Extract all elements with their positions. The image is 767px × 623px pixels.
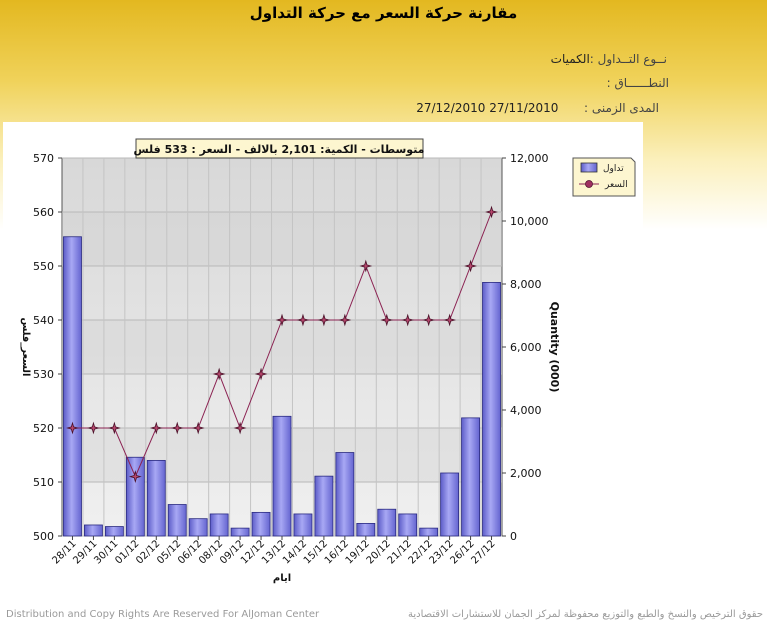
average-banner-text: متوسطات - الكمية: 2,101 بالالف - السعر :… xyxy=(134,143,425,156)
price-marker xyxy=(233,421,247,435)
trade-type-label: نــوع التــداول : xyxy=(589,52,667,66)
price-marker xyxy=(128,470,142,484)
volume-bar xyxy=(377,508,397,537)
volume-bar xyxy=(209,513,229,537)
volume-bar xyxy=(104,526,124,537)
grid-band xyxy=(62,320,502,374)
volume-bar xyxy=(314,475,334,537)
volume-bar xyxy=(440,472,460,537)
volume-bar xyxy=(272,415,292,537)
volume-bar xyxy=(356,522,376,537)
left-tick-label: 560 xyxy=(33,206,54,219)
range-row: النطــــــاق : xyxy=(607,76,669,90)
y-axis-left-label: السعر_فلس xyxy=(20,318,31,377)
left-tick-label: 530 xyxy=(33,368,54,381)
volume-bar xyxy=(482,282,501,537)
right-tick-label: 10,000 xyxy=(510,215,549,228)
price-marker xyxy=(149,421,163,435)
right-tick-label: 8,000 xyxy=(510,278,542,291)
volume-bar xyxy=(398,513,418,537)
price-marker xyxy=(87,421,100,435)
period-to: 27/12/2010 xyxy=(416,101,486,115)
right-tick-label: 2,000 xyxy=(510,467,542,480)
legend-bar-label: تداول xyxy=(603,164,624,174)
price-marker xyxy=(66,421,79,435)
volume-bar xyxy=(167,504,187,537)
period-label: المدى الزمنى : xyxy=(584,101,659,115)
left-tick-label: 500 xyxy=(33,530,54,543)
volume-bars xyxy=(63,236,501,537)
grid-layer xyxy=(62,157,502,537)
price-marker xyxy=(422,313,436,327)
legend: تداول السعر xyxy=(572,157,636,197)
legend-line-marker xyxy=(585,180,593,188)
average-banner: متوسطات - الكمية: 2,101 بالالف - السعر :… xyxy=(134,138,425,159)
right-tick-label: 6,000 xyxy=(510,341,542,354)
volume-bar xyxy=(125,456,145,537)
right-tick-label: 4,000 xyxy=(510,404,542,417)
price-marker xyxy=(191,421,205,435)
grid-band xyxy=(62,212,502,266)
price-line xyxy=(66,205,498,484)
volume-bar xyxy=(188,518,208,537)
period-row: المدى الزمنى : 27/11/2010 27/12/2010 xyxy=(416,101,659,115)
right-tick-label: 0 xyxy=(510,530,517,543)
price-marker xyxy=(296,313,310,327)
left-tick-label: 520 xyxy=(33,422,54,435)
price-marker xyxy=(254,367,268,381)
volume-bar xyxy=(146,459,166,537)
volume-bar xyxy=(63,236,82,537)
left-tick-label: 540 xyxy=(33,314,54,327)
legend-line-label: السعر xyxy=(604,180,628,190)
right-tick-label: 12,000 xyxy=(510,152,549,165)
price-marker xyxy=(380,313,394,327)
chart-panel: 500 510 520 530 540 550 560 570 0 2,000 4,000 6,000… xyxy=(3,122,643,600)
price-marker xyxy=(212,367,226,381)
left-tick-label: 510 xyxy=(33,476,54,489)
price-marker xyxy=(485,205,498,219)
price-marker xyxy=(464,259,477,273)
legend-bar-swatch xyxy=(580,162,598,173)
price-marker xyxy=(170,421,184,435)
volume-bar xyxy=(251,511,271,537)
price-volume-chart: 500 510 520 530 540 550 560 570 0 2,000 4,000 6,000… xyxy=(20,138,636,584)
x-axis-label: ايام xyxy=(273,573,291,584)
volume-bar xyxy=(230,527,250,537)
price-marker xyxy=(401,313,415,327)
volume-bar xyxy=(419,527,439,537)
left-tick-label: 570 xyxy=(33,152,54,165)
volume-bar xyxy=(84,524,103,537)
x-tick-label: 27/12 xyxy=(469,538,497,566)
price-marker xyxy=(338,313,352,327)
left-tick-label: 550 xyxy=(33,260,54,273)
volume-bar xyxy=(293,513,313,537)
footer-copyright-en: Distribution and Copy Rights Are Reserve… xyxy=(6,609,320,620)
volume-bar xyxy=(335,452,355,537)
period-from: 27/11/2010 xyxy=(489,101,559,115)
y-axis-right-label: Quantity (000) xyxy=(548,302,561,393)
footer-copyright-ar: حقوق الترخيص والنسخ والطبع والتوزيع محفو… xyxy=(407,609,763,620)
trade-type-value: الكميات xyxy=(550,52,590,66)
price-marker xyxy=(107,421,121,435)
volume-bar xyxy=(461,417,480,537)
price-marker xyxy=(275,313,289,327)
trade-type-row: نــوع التــداول :الكميات xyxy=(551,52,667,66)
price-marker xyxy=(317,313,331,327)
page-title: مقارنة حركة السعر مع حركة التداول xyxy=(249,4,518,22)
price-marker xyxy=(443,313,457,327)
price-marker xyxy=(359,259,373,273)
range-label: النطــــــاق : xyxy=(606,76,669,90)
